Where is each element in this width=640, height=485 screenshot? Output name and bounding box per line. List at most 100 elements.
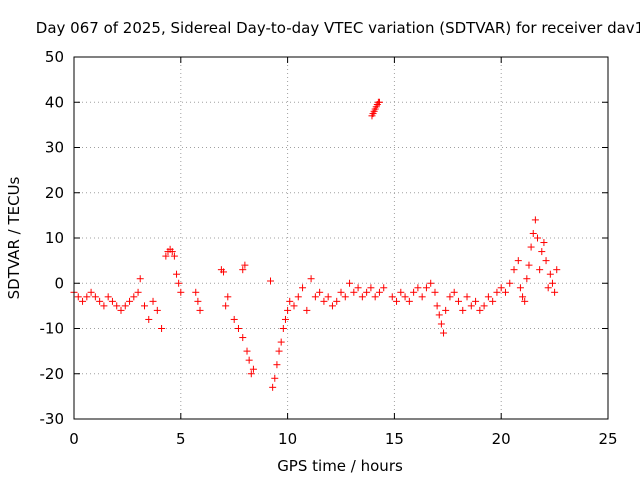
data-point xyxy=(234,325,242,332)
data-point xyxy=(249,365,257,373)
data-point xyxy=(177,288,185,296)
data-point xyxy=(316,288,324,296)
data-point xyxy=(286,297,294,305)
data-point xyxy=(363,288,371,296)
data-point xyxy=(519,293,527,301)
data-point xyxy=(380,284,388,292)
data-point xyxy=(192,288,200,296)
data-point xyxy=(126,297,134,305)
data-point xyxy=(540,239,548,247)
data-point xyxy=(433,302,441,310)
y-tick-label: 40 xyxy=(45,93,64,111)
y-tick-label: -10 xyxy=(40,320,65,338)
data-point xyxy=(536,266,544,274)
data-point xyxy=(196,306,204,314)
data-point xyxy=(371,293,379,301)
data-point xyxy=(516,284,524,292)
data-point xyxy=(303,306,311,314)
data-point xyxy=(341,293,349,301)
data-point xyxy=(140,302,148,310)
data-point xyxy=(401,293,409,301)
x-tick-label: 5 xyxy=(176,430,186,448)
data-point xyxy=(397,288,405,296)
axis-ticks: 0 5 10 15 20 25 -30 -20 -10 0 10 20 30 40 50 xyxy=(40,48,618,448)
y-tick-label: 10 xyxy=(45,229,64,247)
data-point xyxy=(117,306,125,314)
data-point xyxy=(247,370,255,378)
data-point xyxy=(354,284,362,292)
data-point xyxy=(437,320,445,328)
data-point xyxy=(108,297,116,305)
data-point xyxy=(431,288,439,296)
data-point xyxy=(284,306,292,314)
data-point xyxy=(418,293,426,301)
data-point xyxy=(538,248,546,256)
data-point xyxy=(220,268,228,276)
data-point xyxy=(87,288,95,296)
data-point xyxy=(239,266,247,274)
data-point xyxy=(534,234,542,242)
data-point xyxy=(175,279,183,287)
chart-title: Day 067 of 2025, Sidereal Day-to-day VTE… xyxy=(36,19,640,37)
y-tick-label: 30 xyxy=(45,139,64,157)
data-point xyxy=(149,297,157,305)
data-point xyxy=(442,306,450,314)
data-point xyxy=(501,288,509,296)
data-point xyxy=(510,266,518,274)
data-point xyxy=(230,315,238,323)
data-point xyxy=(489,297,497,305)
data-point xyxy=(467,302,475,310)
data-point xyxy=(299,284,307,292)
y-tick-label: 0 xyxy=(54,274,64,292)
data-point xyxy=(245,356,253,364)
data-point xyxy=(367,284,375,292)
y-tick-label: 50 xyxy=(45,48,64,66)
data-point xyxy=(307,275,315,283)
x-tick-label: 20 xyxy=(492,430,511,448)
data-point xyxy=(454,297,462,305)
data-point xyxy=(224,293,232,301)
data-point xyxy=(544,284,552,292)
data-point xyxy=(531,216,539,224)
data-point xyxy=(548,279,556,287)
data-point xyxy=(153,306,161,314)
x-tick-label: 10 xyxy=(278,430,297,448)
x-tick-label: 0 xyxy=(69,430,79,448)
data-point xyxy=(311,293,319,301)
x-axis-label: GPS time / hours xyxy=(277,457,403,475)
data-point xyxy=(104,293,112,301)
data-point xyxy=(194,297,202,305)
data-point xyxy=(320,297,328,305)
data-point xyxy=(493,288,501,296)
data-point xyxy=(450,288,458,296)
data-point xyxy=(446,293,454,301)
data-point xyxy=(506,279,514,287)
data-point xyxy=(130,293,138,301)
y-tick-label: 20 xyxy=(45,184,64,202)
data-point xyxy=(525,261,533,269)
data-point xyxy=(96,297,104,305)
data-point xyxy=(350,288,358,296)
data-point xyxy=(514,257,522,265)
data-point xyxy=(414,284,422,292)
data-point xyxy=(267,277,275,285)
data-point xyxy=(551,288,559,296)
data-point xyxy=(79,297,87,305)
grid xyxy=(74,57,608,419)
data-point xyxy=(410,288,418,296)
data-point xyxy=(275,347,283,355)
data-point xyxy=(427,279,435,287)
data-point xyxy=(476,306,484,314)
data-point xyxy=(279,325,287,332)
data-point xyxy=(281,315,289,323)
data-point xyxy=(328,302,336,310)
data-point xyxy=(337,288,345,296)
data-point xyxy=(405,297,413,305)
plot-frame xyxy=(73,56,609,420)
data-point xyxy=(459,306,467,314)
data-point xyxy=(422,284,430,292)
data-point xyxy=(480,302,488,310)
data-point xyxy=(553,266,561,274)
